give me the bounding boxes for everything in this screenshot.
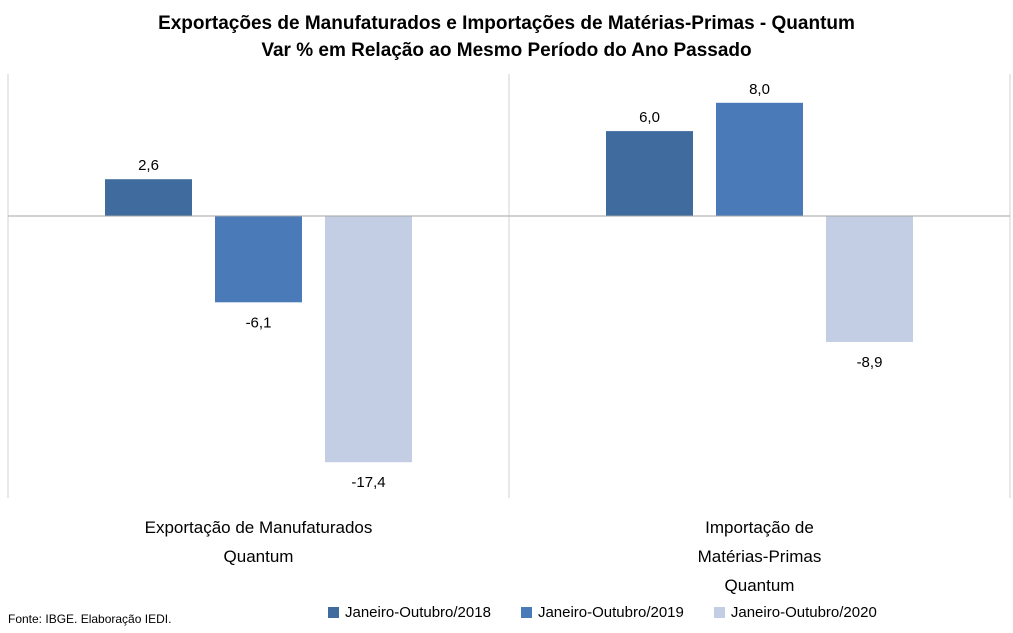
legend-item-2018: Janeiro-Outubro/2018: [328, 604, 491, 621]
chart-subtitle-line: Var % em Relação ao Mesmo Período do Ano…: [261, 40, 752, 61]
bar-0-1: [215, 216, 302, 303]
chart-legend: Janeiro-Outubro/2018 Janeiro-Outubro/201…: [328, 604, 907, 621]
legend-label-2019: Janeiro-Outubro/2019: [537, 604, 684, 621]
category-label-1-1: Matérias-Primas: [698, 547, 822, 566]
category-label-1-2: Quantum: [725, 576, 795, 595]
legend-item-2019: Janeiro-Outubro/2019: [520, 604, 684, 621]
data-label-1-1: 8,0: [749, 81, 770, 98]
bar-0-0: [105, 179, 192, 216]
data-label-0-0: 2,6: [138, 157, 159, 174]
data-label-0-1: -6,1: [246, 314, 272, 331]
data-label-1-2: -8,9: [857, 354, 883, 371]
legend-item-2020: Janeiro-Outubro/2020: [713, 604, 877, 621]
chart-title: Exportações de Manufaturados e Importaçõ…: [0, 10, 1013, 64]
bar-0-2: [325, 216, 412, 463]
bar-1-0: [606, 131, 693, 216]
chart-title-line: Exportações de Manufaturados e Importaçõ…: [158, 13, 855, 34]
source-note: Fonte: IBGE. Elaboração IEDI.: [8, 612, 172, 626]
legend-swatch-2019: [520, 607, 532, 618]
bar-1-2: [826, 216, 913, 342]
category-label-0-1: Quantum: [224, 547, 294, 566]
bar-1-1: [716, 102, 803, 216]
legend-swatch-2020: [713, 607, 725, 618]
legend-label-2020: Janeiro-Outubro/2020: [730, 604, 877, 621]
category-label-0-0: Exportação de Manufaturados: [145, 518, 373, 537]
category-label-1-0: Importação de: [705, 518, 814, 537]
data-label-0-2: -17,4: [351, 474, 385, 491]
data-label-1-0: 6,0: [639, 109, 660, 126]
legend-label-2018: Janeiro-Outubro/2018: [345, 604, 491, 621]
legend-swatch-2018: [328, 607, 339, 618]
